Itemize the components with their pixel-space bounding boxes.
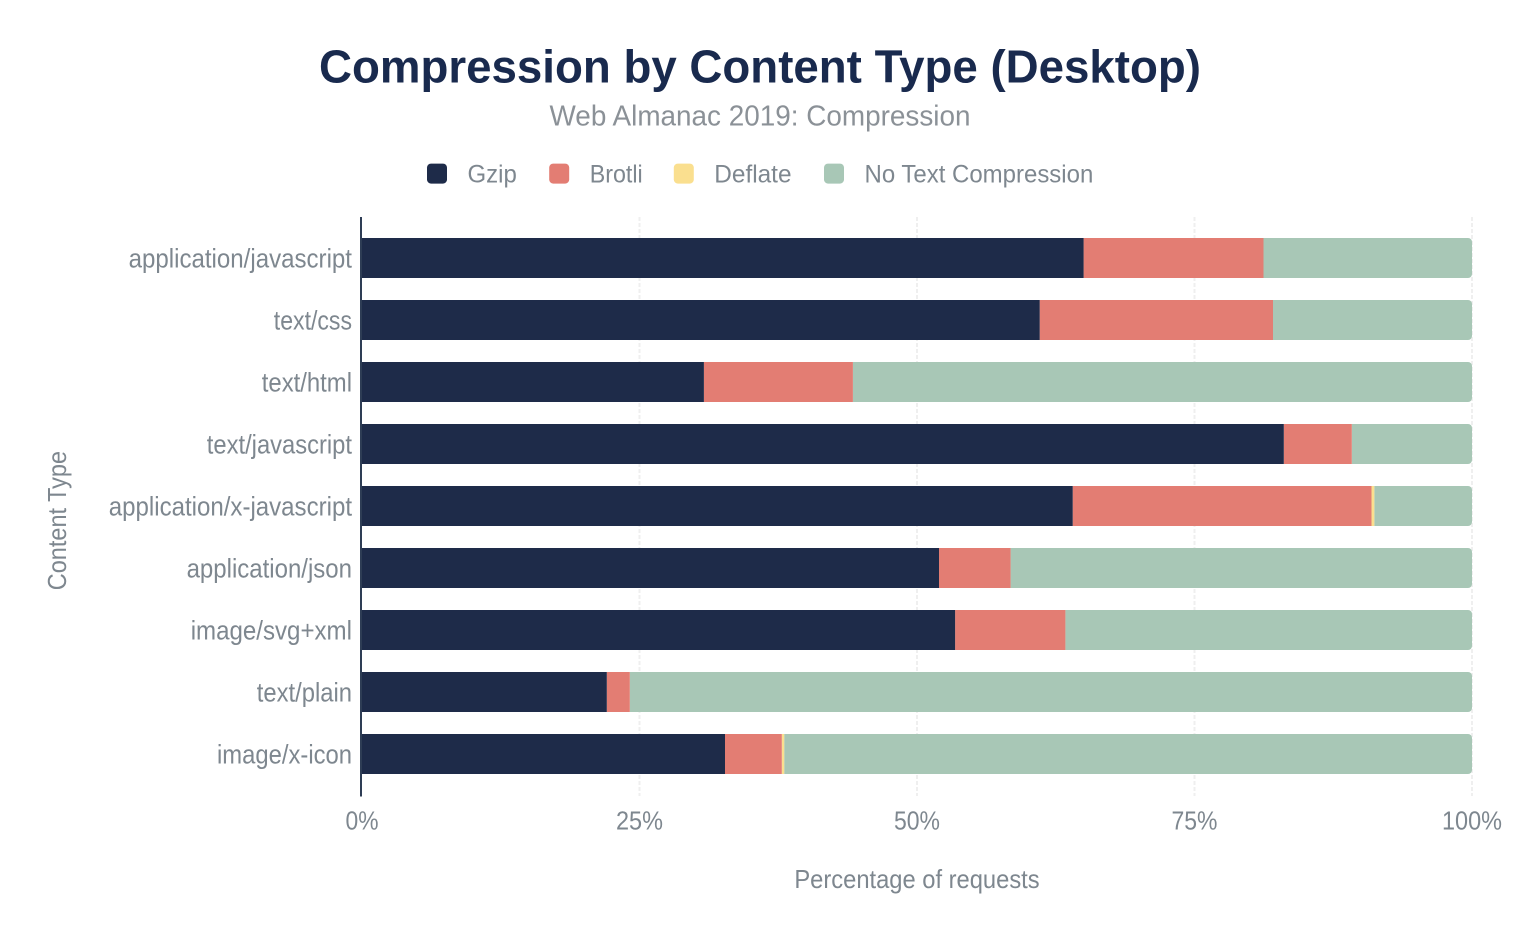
svg-text:text/plain: text/plain [257,677,352,707]
svg-text:image/svg+xml: image/svg+xml [191,615,352,645]
svg-text:75%: 75% [1172,806,1218,836]
svg-text:No Text Compression: No Text Compression [865,161,1094,189]
svg-text:application/json: application/json [187,553,352,583]
svg-text:Percentage of requests: Percentage of requests [794,864,1039,894]
svg-text:text/html: text/html [262,367,352,397]
svg-text:application/javascript: application/javascript [129,243,353,273]
svg-text:Brotli: Brotli [590,161,643,189]
svg-text:text/css: text/css [274,305,352,335]
svg-text:Gzip: Gzip [468,161,517,189]
svg-text:50%: 50% [894,806,940,836]
svg-text:Deflate: Deflate [714,161,791,189]
svg-text:Web Almanac 2019: Compression: Web Almanac 2019: Compression [550,101,971,133]
svg-text:0%: 0% [346,806,379,836]
svg-text:100%: 100% [1442,806,1502,836]
svg-text:image/x-icon: image/x-icon [217,739,352,769]
svg-text:application/x-javascript: application/x-javascript [109,491,353,521]
svg-text:Content Type: Content Type [42,451,72,590]
svg-text:Compression by Content Type (D: Compression by Content Type (Desktop) [319,41,1201,93]
svg-text:25%: 25% [616,806,663,836]
svg-text:text/javascript: text/javascript [207,429,353,459]
